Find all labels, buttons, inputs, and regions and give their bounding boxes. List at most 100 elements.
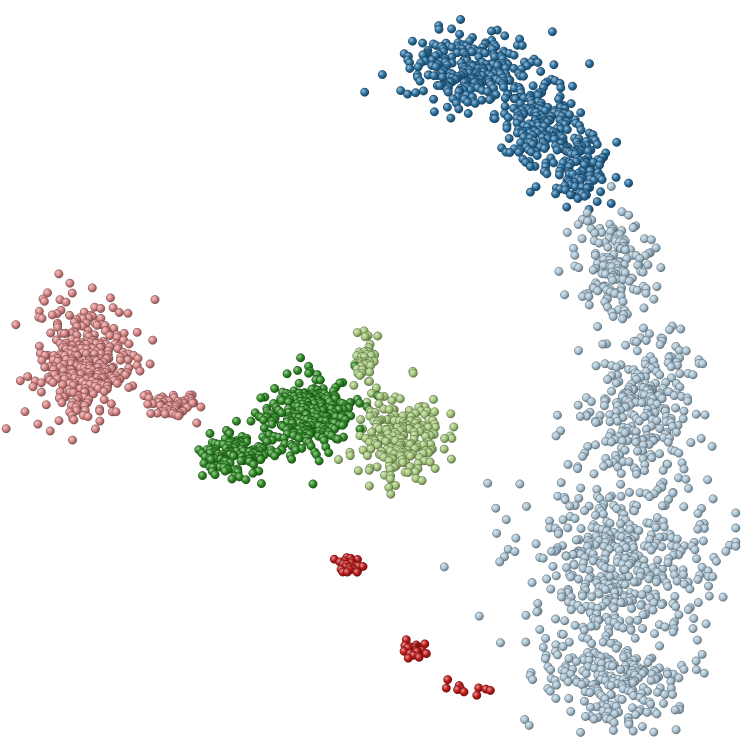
data-point-series-1 (708, 494, 718, 504)
data-point-series-3 (241, 475, 251, 485)
data-point-series-1 (672, 534, 682, 544)
data-point-series-1 (657, 394, 667, 404)
data-point-series-1 (538, 553, 548, 563)
data-point-series-2 (39, 296, 49, 306)
data-point-series-2 (83, 412, 93, 422)
data-point-series-3 (205, 429, 215, 438)
data-point-series-1 (626, 625, 636, 635)
data-point-series-1 (554, 266, 564, 276)
data-point-series-2 (23, 372, 33, 382)
data-point-series-1 (649, 294, 659, 304)
data-point-series-0 (509, 50, 519, 60)
data-point-series-2 (65, 278, 75, 288)
data-point-series-0 (536, 67, 546, 76)
data-point-series-0 (463, 109, 473, 118)
data-point-series-1 (576, 605, 586, 615)
data-point-series-1 (570, 620, 580, 630)
data-point-series-1 (551, 694, 561, 703)
data-point-series-1 (483, 478, 493, 488)
data-point-series-2 (28, 382, 38, 392)
data-point-series-1 (609, 718, 619, 728)
data-point-series-1 (624, 210, 634, 220)
data-point-series-0 (549, 158, 559, 168)
data-point-series-1 (574, 263, 584, 273)
data-point-series-1 (683, 605, 693, 615)
data-point-series-3 (291, 445, 301, 455)
data-point-series-1 (579, 696, 589, 706)
data-point-series-0 (566, 190, 575, 200)
data-point-series-5 (441, 683, 451, 693)
data-point-series-0 (592, 197, 602, 207)
data-point-series-4 (373, 331, 383, 341)
data-point-series-1 (699, 668, 709, 678)
data-point-series-2 (45, 426, 55, 436)
data-point-series-0 (447, 24, 457, 34)
data-point-series-5 (403, 653, 413, 663)
data-point-series-4 (356, 415, 366, 425)
data-point-series-0 (533, 58, 543, 67)
data-point-series-1 (474, 611, 484, 621)
data-point-series-4 (446, 454, 456, 464)
data-point-series-2 (68, 435, 77, 445)
data-point-series-3 (267, 419, 277, 429)
data-point-series-3 (277, 408, 286, 418)
data-point-series-1 (718, 592, 728, 602)
data-point-series-1 (532, 607, 542, 617)
data-point-series-2 (150, 295, 160, 305)
data-point-series-4 (364, 465, 374, 475)
data-point-series-1 (563, 460, 573, 469)
data-point-series-1 (674, 610, 684, 620)
data-point-series-1 (590, 250, 600, 260)
data-point-series-0 (446, 113, 456, 123)
data-point-series-1 (679, 464, 689, 474)
data-point-series-5 (459, 687, 469, 697)
data-point-series-2 (132, 327, 142, 337)
data-point-series-1 (652, 709, 662, 719)
data-point-series-5 (342, 567, 352, 577)
data-point-series-0 (528, 81, 538, 91)
data-point-series-0 (408, 36, 417, 46)
data-point-series-1 (703, 475, 713, 485)
data-point-series-0 (435, 81, 445, 91)
data-point-series-1 (572, 656, 581, 666)
data-point-series-2 (145, 359, 155, 369)
data-point-series-4 (363, 451, 372, 461)
data-point-series-5 (485, 686, 495, 695)
data-point-series-4 (430, 407, 440, 417)
data-point-series-1 (649, 727, 659, 737)
data-point-series-1 (731, 541, 741, 551)
data-point-series-1 (566, 605, 576, 615)
data-point-series-1 (624, 719, 634, 729)
data-point-series-1 (605, 417, 615, 427)
data-point-series-1 (704, 591, 714, 601)
data-point-series-1 (599, 401, 609, 411)
data-point-series-1 (611, 378, 621, 388)
data-point-series-1 (570, 514, 580, 523)
data-point-series-3 (210, 470, 220, 480)
data-point-series-2 (111, 407, 121, 417)
data-point-series-1 (655, 424, 665, 434)
data-point-series-1 (528, 675, 538, 685)
data-point-series-1 (630, 633, 640, 643)
data-point-series-2 (61, 297, 71, 307)
data-point-series-1 (560, 616, 570, 626)
data-point-series-2 (196, 402, 206, 412)
data-point-series-1 (641, 288, 651, 298)
data-point-series-1 (576, 524, 586, 533)
data-point-series-1 (646, 235, 656, 245)
data-point-series-0 (576, 125, 586, 135)
data-point-series-2 (106, 399, 116, 409)
data-point-series-1 (521, 610, 531, 620)
data-point-series-1 (697, 649, 707, 659)
data-point-series-1 (681, 474, 691, 484)
data-point-series-1 (521, 637, 531, 647)
data-point-series-1 (629, 577, 639, 587)
data-point-series-0 (525, 162, 535, 172)
data-point-series-2 (123, 308, 133, 318)
data-point-series-1 (656, 263, 666, 273)
data-point-series-0 (596, 187, 606, 197)
data-point-series-1 (632, 337, 642, 347)
data-point-series-0 (429, 71, 439, 81)
data-point-series-1 (621, 245, 630, 255)
